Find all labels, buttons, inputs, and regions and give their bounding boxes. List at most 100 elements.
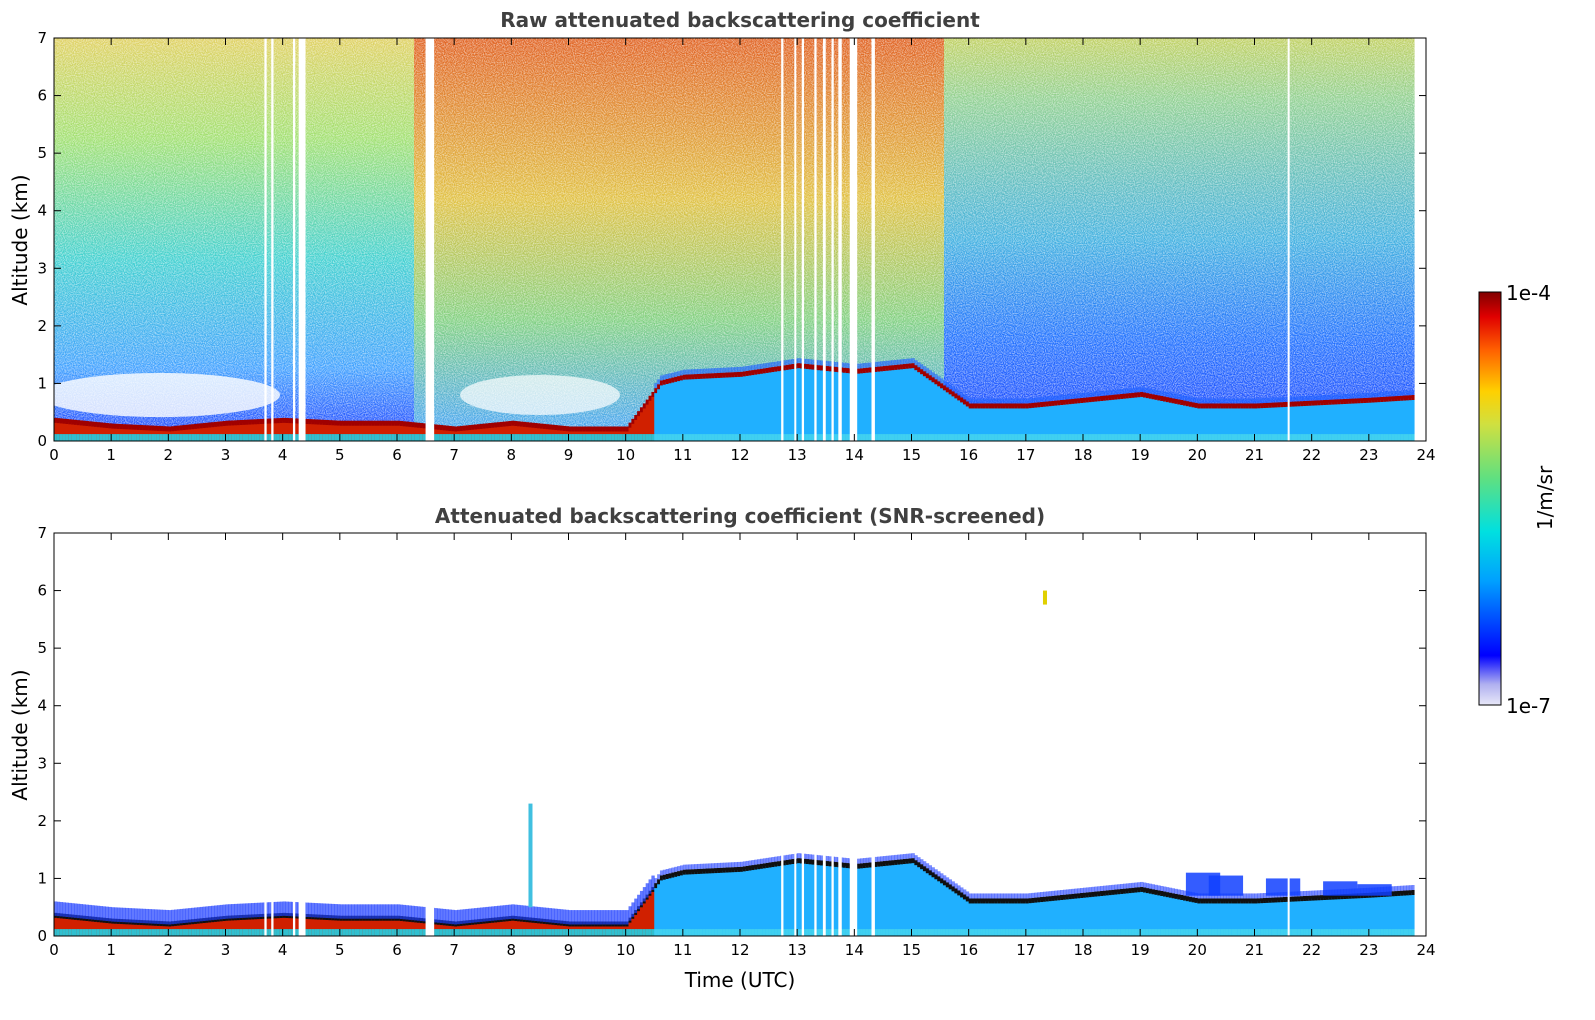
aerosol-column [1157,398,1161,441]
aerosol-column [422,921,427,936]
layer-top-edge [682,374,687,380]
surface-band [1285,929,1290,936]
aerosol-column [1257,406,1261,441]
layer-top-edge [562,425,567,431]
layer-top-edge [991,898,995,904]
layer-top-edge [774,366,778,372]
aerosol-column [945,390,950,441]
layer-halo [1320,395,1324,401]
surface-band [922,434,927,441]
surface-band [311,434,315,441]
surface-band [1134,434,1138,441]
layer-top-edge [714,373,718,379]
layer-top-edge [1220,898,1224,904]
layer-top-edge [1217,403,1221,409]
aerosol-column [274,421,278,441]
surface-band [868,929,872,936]
layer-top-edge [925,868,930,874]
surface-band [1105,434,1110,441]
surface-band [568,434,572,441]
aerosol-column [931,380,935,441]
surface-band [948,929,953,936]
layer-halo [631,902,635,917]
aerosol-column [1028,406,1033,441]
surface-band [974,434,978,441]
layer-top-edge [1268,402,1273,408]
layer-top-edge [159,426,164,432]
layer-top-edge [1294,401,1298,407]
layer-top-edge [1340,399,1344,405]
layer-top-edge [334,420,338,426]
aerosol-column [1411,398,1416,441]
layer-halo [762,858,767,864]
layer-top-edge [679,870,684,876]
aerosol-column [1020,901,1024,936]
layer-halo [1085,887,1090,893]
surface-band [1062,929,1067,936]
aerosol-column [925,376,930,441]
layer-top-edge [274,418,278,424]
layer-halo [734,367,738,373]
layer-top-edge [885,860,890,866]
surface-band [1194,929,1198,936]
aerosol-column [754,372,758,441]
layer-halo [1380,391,1384,397]
layer-halo [974,398,978,404]
surface-band [345,434,349,441]
surface-band [931,929,935,936]
layer-top-edge [482,423,487,429]
layer-top-edge [677,376,681,382]
surface-band [719,434,724,441]
layer-halo [365,904,369,919]
surface-band [111,434,115,441]
layer-top-edge [1114,394,1118,400]
layer-top-edge [934,874,938,880]
aerosol-column [225,918,229,936]
aerosol-column [362,423,367,441]
elevated-layer [1357,884,1392,896]
aerosol-column [356,918,361,936]
surface-band [702,929,707,936]
snr-aerosol-layer [54,590,1416,936]
high-cloud-feature [1042,590,1047,605]
layer-top-edge [136,424,141,430]
layer-halo [582,910,587,925]
layer-top-edge [1037,402,1041,408]
surface-band [402,929,407,936]
layer-top-edge [79,420,84,426]
aerosol-column [1214,406,1218,441]
aerosol-column [725,375,730,441]
layer-top-edge [1391,891,1396,897]
layer-top-edge [288,418,292,424]
layer-halo [925,863,930,869]
aerosol-column [399,424,404,441]
layer-halo [1185,396,1190,402]
surface-band [965,434,970,441]
aerosol-column [971,406,975,441]
layer-halo [725,862,730,868]
surface-band [336,434,341,441]
layer-halo [765,857,770,863]
aerosol-column [1243,901,1247,936]
layer-halo [1228,398,1233,404]
x-tick-label: 23 [1359,446,1378,464]
layer-top-edge [1154,889,1158,895]
layer-halo [697,863,701,869]
layer-halo [742,861,747,867]
layer-halo [1020,893,1024,899]
aerosol-column [1217,901,1221,936]
layer-top-edge [108,423,112,429]
layer-halo [1268,397,1273,403]
layer-halo [674,866,678,872]
surface-band [885,434,890,441]
layer-halo [442,908,447,924]
surface-band [1071,434,1075,441]
layer-top-edge [1397,890,1401,896]
layer-halo [900,854,904,860]
layer-halo [682,369,687,375]
aerosol-column [82,423,86,441]
surface-band [997,929,1001,936]
surface-band [1183,434,1187,441]
aerosol-column [1054,898,1058,936]
layer-top-edge [165,426,169,432]
